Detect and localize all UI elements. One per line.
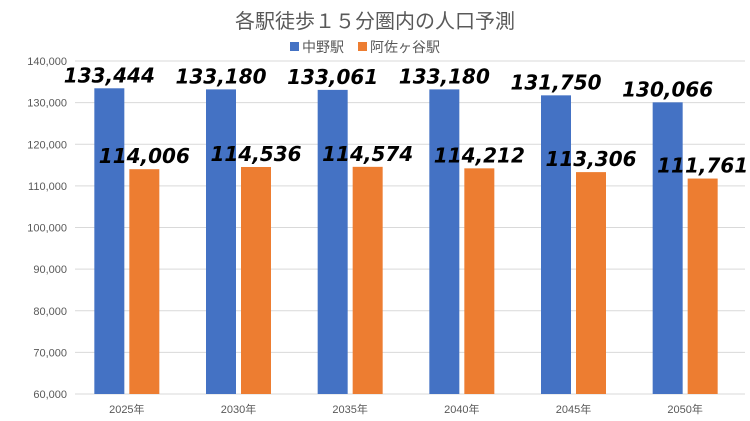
legend-label: 中野駅	[302, 40, 344, 56]
y-tick-label: 100,000	[27, 223, 67, 235]
data-labels: 133,444 114,006 133,180 114,536 133,061 114,5…	[64, 63, 748, 177]
x-axis: 2025年 2030年 2035年 2040年 2045年 2050年	[109, 402, 703, 416]
x-tick-label: 2050年	[667, 402, 702, 416]
bar-asagaya	[576, 172, 606, 394]
y-tick-label: 140,000	[27, 56, 67, 68]
y-tick-label: 120,000	[27, 139, 67, 151]
bar-nakano	[317, 89, 348, 394]
data-label: 133,444	[64, 63, 155, 87]
data-label: 111,761	[657, 154, 748, 178]
bar-asagaya	[241, 166, 271, 394]
y-tick-label: 60,000	[33, 389, 67, 401]
bar-nakano	[652, 102, 683, 394]
legend: 中野駅 阿佐ヶ谷駅	[290, 40, 440, 56]
bar-asagaya	[352, 166, 383, 394]
x-tick-label: 2045年	[556, 402, 591, 416]
data-label: 130,066	[622, 77, 713, 101]
legend-label: 阿佐ヶ谷駅	[370, 40, 440, 56]
data-label: 133,180	[175, 64, 266, 88]
bar-nakano	[206, 89, 236, 395]
chart-title: 各駅徒歩１５分圏内の人口予測	[235, 9, 515, 33]
bar-nakano	[541, 95, 571, 394]
x-tick-label: 2025年	[109, 402, 144, 416]
x-tick-label: 2040年	[444, 402, 479, 416]
bar-asagaya	[129, 169, 160, 394]
data-label: 114,212	[434, 143, 525, 167]
legend-swatch	[290, 42, 299, 51]
bar-nakano	[429, 89, 460, 395]
bars	[94, 88, 718, 395]
y-tick-label: 90,000	[33, 264, 67, 276]
y-tick-label: 80,000	[33, 306, 67, 318]
y-tick-label: 110,000	[28, 181, 67, 193]
x-tick-label: 2030年	[221, 402, 256, 416]
gridlines	[75, 60, 745, 395]
y-tick-label: 70,000	[33, 347, 67, 359]
legend-swatch	[358, 42, 367, 51]
data-label: 114,536	[210, 142, 301, 166]
x-tick-label: 2035年	[332, 402, 367, 416]
y-tick-label: 130,000	[27, 98, 67, 110]
y-axis: 60,000 70,000 80,000 90,000 100,000 110,000 12…	[27, 56, 67, 401]
data-label: 133,180	[399, 64, 490, 88]
data-label: 114,574	[322, 142, 413, 166]
data-label: 133,061	[287, 65, 378, 89]
bar-asagaya	[687, 178, 718, 394]
data-label: 114,006	[99, 144, 190, 168]
bar-nakano	[94, 88, 125, 394]
bar-asagaya	[464, 168, 495, 394]
data-label: 131,750	[510, 70, 601, 94]
data-label: 113,306	[545, 147, 636, 171]
